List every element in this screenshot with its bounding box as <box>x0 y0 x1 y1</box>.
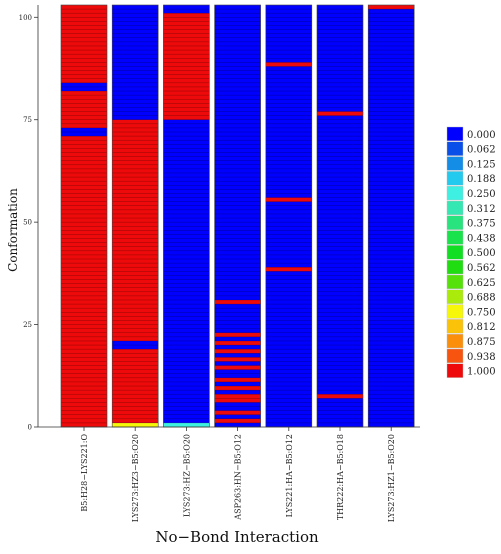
legend-swatch <box>446 274 464 290</box>
heatmap-column-base <box>317 5 363 427</box>
heatmap-cell <box>214 299 261 305</box>
legend-swatch <box>446 200 464 216</box>
legend-label: 0.062 <box>467 145 496 156</box>
legend-label: 0.250 <box>467 189 496 200</box>
heatmap-cell <box>112 422 159 427</box>
heatmap-cell <box>214 349 261 354</box>
heatmap-column-base <box>214 5 261 427</box>
legend-swatch <box>446 185 464 201</box>
x-tick-label: LYS221:HA−B5:O12 <box>285 434 294 517</box>
heatmap-column <box>265 4 313 428</box>
heatmap-cell <box>317 394 363 399</box>
x-tick-label: LYS273:HZ−B5:O20 <box>182 434 191 517</box>
heatmap-column <box>163 4 210 428</box>
heatmap-cell <box>317 111 363 116</box>
legend-swatch <box>446 141 464 156</box>
heatmap-column <box>316 4 364 428</box>
heatmap-column-base <box>368 5 415 427</box>
heatmap-cell <box>368 5 415 10</box>
heatmap-cell <box>214 332 261 337</box>
heatmap-column <box>367 4 415 428</box>
legend-label: 0.500 <box>467 248 496 259</box>
legend-swatch <box>446 171 464 186</box>
legend-swatch <box>446 363 464 378</box>
heatmap-cell <box>214 410 261 415</box>
y-tick-label: 100 <box>19 14 32 22</box>
legend-swatch <box>446 230 464 245</box>
legend-label: 0.938 <box>467 352 496 363</box>
legend-label: 0.625 <box>467 278 496 289</box>
legend-swatch <box>446 334 464 349</box>
legend-swatch <box>446 215 464 230</box>
x-tick-label: ASP263:HN−B5:O12 <box>234 434 243 521</box>
x-axis: B5:H28−LYS221:O LYS273:HZ3−B5:O20 LYS273:H… <box>38 426 420 522</box>
heatmap-column <box>60 4 108 428</box>
legend-label: 0.875 <box>467 337 496 348</box>
x-tick-label: B5:H28−LYS221:O <box>80 434 89 512</box>
color-legend: 0.000 0.062 0.125 0.188 0.250 0.312 0.375 0.438… <box>446 126 496 378</box>
x-tick-label: LYS273:HZ1−B5:O20 <box>387 434 396 522</box>
legend-label: 0.000 <box>467 130 496 141</box>
y-axis-title: Conformation <box>6 188 20 272</box>
heatmap-column <box>214 4 261 428</box>
legend-label: 0.375 <box>467 219 496 230</box>
heatmap-column <box>111 4 159 428</box>
legend-label: 0.562 <box>467 263 496 274</box>
heatmap-column-base <box>265 5 312 427</box>
heatmap-cell <box>265 267 312 272</box>
y-tick-label: 50 <box>23 219 32 227</box>
legend-swatch <box>446 348 464 364</box>
legend-swatch <box>446 126 464 142</box>
legend-label: 1.000 <box>467 367 496 378</box>
heatmap-cell <box>265 197 312 202</box>
x-tick-label: THR222:HA−B5:O18 <box>336 434 345 520</box>
plot-area <box>60 4 415 428</box>
legend-label: 0.125 <box>467 159 496 170</box>
legend-swatch <box>446 260 464 275</box>
heatmap-cell <box>214 357 261 362</box>
y-tick-label: 75 <box>23 116 32 124</box>
legend-label: 0.688 <box>467 293 496 304</box>
y-axis: 0 25 50 75 100 <box>19 5 39 432</box>
legend-swatch <box>446 245 464 260</box>
heatmap-cell <box>214 340 261 346</box>
y-tick-label: 0 <box>28 424 32 432</box>
heatmap-cell <box>265 62 312 67</box>
legend-label: 0.812 <box>467 322 496 333</box>
legend-swatch <box>446 319 464 334</box>
heatmap-column-base <box>61 5 107 427</box>
x-axis-title: No−Bond Interaction <box>155 528 319 546</box>
heatmap-cell <box>214 365 261 370</box>
heatmap-cell <box>214 418 261 423</box>
legend-label: 0.188 <box>467 174 496 185</box>
legend-label: 0.438 <box>467 233 496 244</box>
legend-swatch <box>446 156 464 171</box>
heatmap-cell <box>214 377 261 382</box>
x-tick-label: LYS273:HZ3−B5:O20 <box>131 434 140 522</box>
legend-label: 0.750 <box>467 307 496 318</box>
legend-label: 0.312 <box>467 204 496 215</box>
heatmap-cell <box>214 386 261 391</box>
heatmap-cell <box>163 422 210 427</box>
legend-swatch <box>446 304 464 319</box>
legend-swatch <box>446 289 464 304</box>
y-tick-label: 25 <box>23 321 32 329</box>
